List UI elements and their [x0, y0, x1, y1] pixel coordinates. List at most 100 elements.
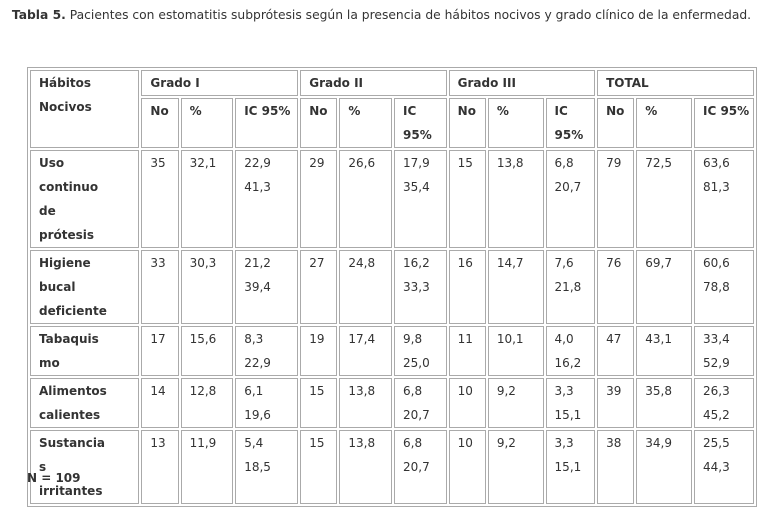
- percent-cell: 11,9: [180, 430, 234, 504]
- subheader: IC 95%: [235, 98, 299, 148]
- ci-bound: 6,8: [403, 384, 423, 398]
- percent-cell: 14,7: [487, 250, 544, 324]
- ci-cell: 26,3 45,2: [694, 378, 754, 428]
- ci-bound: 9,8: [403, 332, 423, 346]
- ci-cell: 33,4 52,9: [694, 326, 754, 376]
- data-row: Higiene bucal deficiente 33 30,3 21,2 39,4 27…: [30, 250, 754, 324]
- ci-cell: 4,0 16,2: [545, 326, 596, 376]
- page: Tabla 5 html, body { margin: 0; padding:…: [0, 3, 763, 507]
- percent-cell: 43,1: [636, 326, 692, 376]
- percent-cell: 17,4: [339, 326, 393, 376]
- count-cell: 16: [448, 250, 486, 324]
- data-row: Uso continuo de prótesis 35 32,1 22,9 41,3 29…: [30, 150, 754, 248]
- ci-bound: 63,6: [703, 156, 730, 170]
- subheader: %: [487, 98, 544, 148]
- row-label-cell: Uso continuo de prótesis: [30, 150, 140, 248]
- count-cell: 10: [448, 378, 486, 428]
- row-label-cell: Higiene bucal deficiente: [30, 250, 140, 324]
- count-cell: 29: [300, 150, 338, 248]
- subheader: %: [180, 98, 234, 148]
- ci-bound: 6,8: [554, 156, 574, 170]
- ci-bound: 7,6: [554, 256, 574, 270]
- ci-bound: 35,4: [403, 180, 430, 194]
- count-cell: 33: [141, 250, 179, 324]
- count-cell: 10: [448, 430, 486, 504]
- ci-bound: 45,2: [703, 408, 730, 422]
- ci-cell: 6,1 19,6: [235, 378, 299, 428]
- ci-bound: 4,0: [554, 332, 574, 346]
- percent-cell: 12,8: [180, 378, 234, 428]
- ci-cell: 7,6 21,8: [545, 250, 596, 324]
- ci-bound: 16,2: [554, 356, 582, 370]
- count-cell: 39: [597, 378, 635, 428]
- ci-bound: 44,3: [703, 460, 730, 474]
- count-cell: 35: [141, 150, 179, 248]
- ci-cell: 21,2 39,4: [235, 250, 299, 324]
- ci-bound: 18,5: [244, 460, 271, 474]
- count-cell: 47: [597, 326, 635, 376]
- row-label-cell: Tabaquismo: [30, 326, 140, 376]
- subheader: %: [636, 98, 692, 148]
- table-body: Uso continuo de prótesis 35 32,1 22,9 41,3 29…: [30, 150, 754, 504]
- row-label: Higiene bucal deficiente: [39, 256, 107, 318]
- percent-cell: 69,7: [636, 250, 692, 324]
- ci-cell: 8,3 22,9: [235, 326, 299, 376]
- subheader: No: [597, 98, 635, 148]
- table-head: Hábitos Nocivos Grado I Grado II Grado III T…: [30, 70, 754, 148]
- percent-cell: 35,8: [636, 378, 692, 428]
- percent-cell: 32,1: [180, 150, 234, 248]
- count-cell: 17: [141, 326, 179, 376]
- ci-bound: 41,3: [244, 180, 271, 194]
- count-cell: 76: [597, 250, 635, 324]
- ci-cell: 60,6 78,8: [694, 250, 754, 324]
- ci-bound: 3,3: [554, 436, 574, 450]
- table-caption: Tabla 5. Pacientes con estomatitis subpr…: [0, 3, 763, 27]
- count-cell: 11: [448, 326, 486, 376]
- count-cell: 15: [300, 430, 338, 504]
- percent-cell: 10,1: [487, 326, 544, 376]
- ci-bound: 19,6: [244, 408, 271, 422]
- subheader: No: [300, 98, 338, 148]
- ci-bound: 17,9: [403, 156, 430, 170]
- percent-cell: 34,9: [636, 430, 692, 504]
- ci-bound: 25,5: [703, 436, 730, 450]
- percent-cell: 72,5: [636, 150, 692, 248]
- caption-text: Pacientes con estomatitis subprótesis se…: [69, 8, 752, 22]
- ci-bound: 6,1: [244, 384, 264, 398]
- ci-bound: 26,3: [703, 384, 730, 398]
- data-row: Alimentos calientes 14 12,8 6,1 19,6 15 13,8 6,…: [30, 378, 754, 428]
- ci-bound: 21,8: [554, 280, 582, 294]
- count-cell: 19: [300, 326, 338, 376]
- percent-cell: 13,8: [487, 150, 544, 248]
- percent-cell: 26,6: [339, 150, 393, 248]
- ci-cell: 9,8 25,0: [394, 326, 447, 376]
- data-table: Hábitos Nocivos Grado I Grado II Grado III T…: [27, 67, 757, 507]
- ci-bound: 39,4: [244, 280, 271, 294]
- group-header: TOTAL: [597, 70, 754, 96]
- percent-cell: 9,2: [487, 430, 544, 504]
- ci-cell: 6,8 20,7: [545, 150, 596, 248]
- group-header: Grado I: [141, 70, 299, 96]
- ci-bound: 60,6: [703, 256, 730, 270]
- data-row: Tabaquismo 17 15,6 8,3 22,9 19 17,4 9,8 25,0 11 10…: [30, 326, 754, 376]
- ci-bound: 16,2: [403, 256, 430, 270]
- subheader-row: No% IC 95% No% IC 95% No% IC 95% No% IC 95%: [30, 98, 754, 148]
- percent-cell: 9,2: [487, 378, 544, 428]
- ci-cell: 3,3 15,1: [545, 430, 596, 504]
- ci-bound: 15,1: [554, 408, 582, 422]
- data-row: Sustancias irritantes 13 11,9 5,4 18,5 15 13,8…: [30, 430, 754, 504]
- ci-bound: 25,0: [403, 356, 430, 370]
- ci-cell: 17,9 35,4: [394, 150, 447, 248]
- ci-bound: 20,7: [554, 180, 582, 194]
- subheader: IC 95%: [694, 98, 754, 148]
- row-header: Hábitos Nocivos: [30, 70, 140, 148]
- count-cell: 15: [448, 150, 486, 248]
- subheader: No: [448, 98, 486, 148]
- subheader: IC 95%: [394, 98, 447, 148]
- ci-bound: 78,8: [703, 280, 730, 294]
- ci-bound: 33,4: [703, 332, 730, 346]
- ci-cell: 3,3 15,1: [545, 378, 596, 428]
- ci-bound: 22,9: [244, 356, 271, 370]
- count-cell: 14: [141, 378, 179, 428]
- ci-bound: 3,3: [554, 384, 574, 398]
